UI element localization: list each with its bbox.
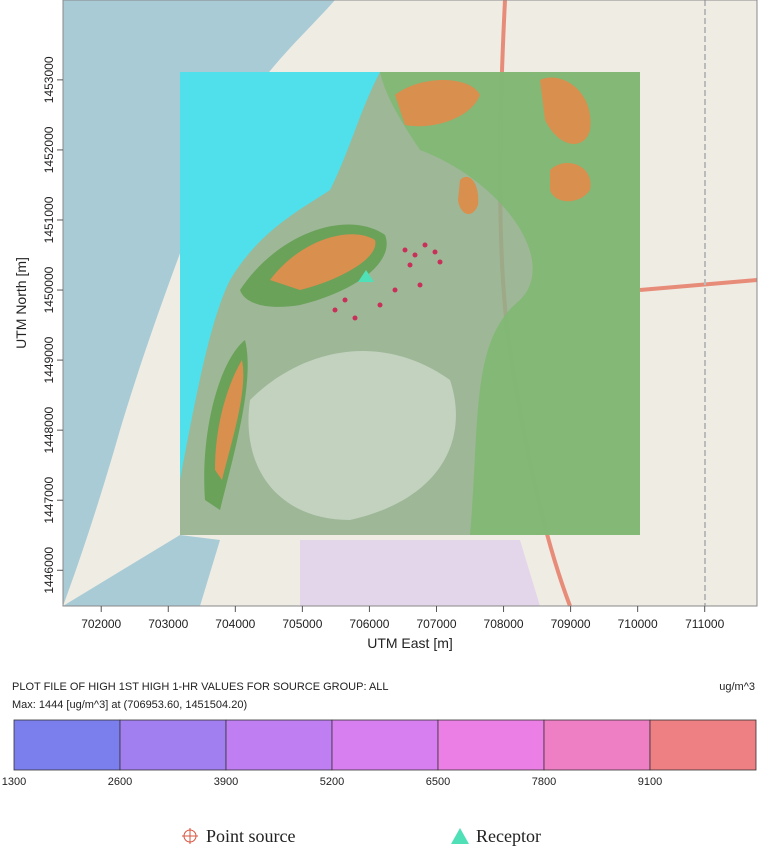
contour-peak	[395, 80, 480, 127]
contour-band	[248, 351, 456, 520]
colorbar-segment	[331, 719, 439, 771]
x-tick-label: 711000	[685, 617, 724, 631]
colorbar-segment	[225, 719, 333, 771]
units: ug/m^3	[719, 681, 755, 693]
x-tick-label: 706000	[349, 617, 389, 631]
colorbar-label: 6500	[426, 776, 450, 788]
x-tick-label: 704000	[215, 617, 255, 631]
receptor-marker	[358, 270, 374, 282]
industrial-area	[300, 540, 540, 606]
colorbar-label: 9100	[638, 776, 662, 788]
colorbar-label: 5200	[320, 776, 344, 788]
colorbar-segment	[649, 719, 757, 771]
contour-peak	[540, 77, 591, 144]
y-tick-label: 1448000	[42, 406, 56, 453]
point-sources	[332, 242, 443, 321]
y-tick-label: 1452000	[42, 126, 56, 173]
x-tick-label: 702000	[81, 617, 121, 631]
x-tick-label: 705000	[282, 617, 322, 631]
contour-overlay	[180, 72, 640, 535]
y-tick-label: 1447000	[42, 477, 56, 524]
x-tick-label: 707000	[416, 617, 456, 631]
x-tick-label: 708000	[484, 617, 524, 631]
contour-peak	[270, 234, 376, 290]
y-axis-title: UTM North [m]	[13, 257, 29, 349]
max-text: Max: 1444 [ug/m^3] at (706953.60, 145150…	[12, 699, 247, 711]
sea	[63, 0, 335, 606]
legend-label: Receptor	[476, 826, 541, 846]
colorbar-label: 2600	[108, 776, 132, 788]
contour-peak	[550, 162, 591, 202]
colorbar-segment	[437, 719, 545, 771]
colorbar-segment	[543, 719, 651, 771]
contour-peak	[215, 360, 244, 480]
legend-label: Point source	[206, 826, 296, 846]
x-axis-title: UTM East [m]	[367, 635, 453, 651]
y-tick-label: 1451000	[42, 196, 56, 243]
colorbar-segment	[119, 719, 227, 771]
colorbar-label: 1300	[2, 776, 26, 788]
legend: Point source Receptor	[182, 826, 541, 846]
receptor-icon	[451, 828, 469, 844]
contour-peak	[458, 176, 479, 215]
plot-frame	[62, 0, 758, 607]
road	[639, 278, 758, 292]
colorbar-segment	[13, 719, 121, 771]
x-tick-label: 710000	[618, 617, 658, 631]
x-tick-label: 703000	[148, 617, 188, 631]
y-tick-label: 1450000	[42, 266, 56, 313]
y-tick-label: 1453000	[42, 56, 56, 103]
colorbar-label: 3900	[214, 776, 238, 788]
plot-title: PLOT FILE OF HIGH 1ST HIGH 1-HR VALUES F…	[12, 681, 389, 693]
x-tick-label: 709000	[551, 617, 591, 631]
water-area	[180, 72, 380, 480]
y-tick-label: 1446000	[42, 547, 56, 594]
y-tick-label: 1449000	[42, 336, 56, 383]
sea	[63, 535, 220, 606]
colorbar-label: 7800	[532, 776, 556, 788]
